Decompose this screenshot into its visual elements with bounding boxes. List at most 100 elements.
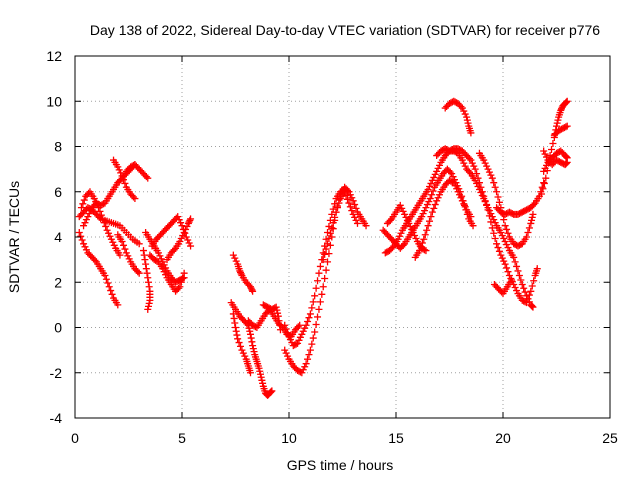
data-point [533,265,541,273]
data-point [523,292,531,300]
data-point [177,235,185,243]
data-point [421,246,429,254]
data-point [170,246,178,254]
data-point [481,198,489,206]
data-point [185,218,193,226]
data-point [511,284,519,292]
data-point [540,147,548,155]
data-point [187,215,195,223]
data-point [186,216,194,224]
data-point [326,229,334,237]
data-point [469,222,477,230]
data-point [87,207,95,215]
data-point [246,369,254,377]
data-point [423,226,431,234]
data-point [302,360,310,368]
data-point [530,277,538,285]
chart-title: Day 138 of 2022, Sidereal Day-to-day VTE… [90,22,600,38]
data-point [507,274,515,282]
data-point [316,262,324,270]
data-point [458,197,466,205]
data-point [176,238,184,246]
data-point [480,195,488,203]
data-point [467,129,475,137]
data-point [276,326,284,334]
data-point [183,222,191,230]
data-point [236,267,244,275]
data-point [402,213,410,221]
data-point [436,191,444,199]
data-point [510,253,518,261]
data-point [528,213,536,221]
data-point [80,240,88,248]
data-point [77,232,85,240]
data-point [230,314,238,322]
data-point [154,249,162,257]
data-point [505,271,513,279]
data-point [408,225,416,233]
data-point [177,219,185,227]
data-point [495,247,503,255]
data-point [177,278,185,286]
data-point [321,274,329,282]
data-point [104,279,112,287]
data-point [461,203,469,211]
data-point [562,98,570,106]
data-point [118,238,126,246]
data-point [329,219,337,227]
data-point [259,379,267,387]
data-point [187,242,195,250]
data-point [77,204,85,212]
data-point [464,119,472,127]
data-point [428,176,436,184]
data-point [266,388,274,396]
data-point [419,210,427,218]
data-point [524,228,532,236]
data-point [311,292,319,300]
data-point [426,182,434,190]
grid-lines [75,56,610,418]
data-point [520,284,528,292]
data-point [388,244,396,252]
data-point [504,268,512,276]
data-point [425,198,433,206]
data-point [422,204,430,212]
data-point [562,159,570,167]
data-point [248,286,256,294]
data-point [352,204,360,212]
data-point [501,238,509,246]
data-point [116,251,124,259]
data-point [82,216,90,224]
data-point [352,216,360,224]
data-point [97,211,105,219]
data-point [417,243,425,251]
data-point [563,158,571,166]
data-point [426,195,434,203]
data-point [348,194,356,202]
data-point [481,159,489,167]
data-point [345,199,353,207]
data-point [503,241,511,249]
data-point [422,247,430,255]
data-point [274,312,282,320]
data-point [277,322,285,330]
data-point [90,195,98,203]
data-point [141,256,149,264]
data-point [478,192,486,200]
data-point [488,174,496,182]
data-point [146,296,154,304]
data-point [446,168,454,176]
data-point [554,116,562,124]
data-point [311,328,319,336]
data-point [178,222,186,230]
data-point [305,351,313,359]
data-point [121,245,129,253]
data-point [282,349,290,357]
data-point [236,342,244,350]
x-tick-label: 5 [178,430,186,446]
data-point [144,278,152,286]
data-point [504,244,512,252]
data-point [245,324,253,332]
data-point [539,185,547,193]
